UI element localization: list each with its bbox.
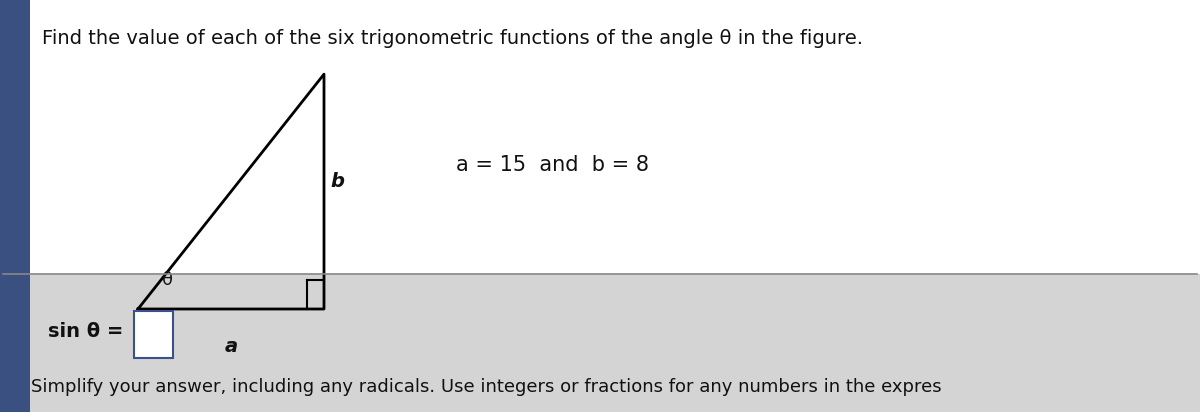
Text: a: a bbox=[226, 337, 238, 356]
Text: (Simplify your answer, including any radicals. Use integers or fractions for any: (Simplify your answer, including any rad… bbox=[24, 378, 942, 396]
Bar bbox=[134, 311, 173, 358]
Text: a = 15  and  b = 8: a = 15 and b = 8 bbox=[456, 155, 649, 175]
Text: Find the value of each of the six trigonometric functions of the angle θ in the : Find the value of each of the six trigon… bbox=[42, 29, 863, 48]
Text: θ: θ bbox=[162, 271, 173, 289]
Text: b: b bbox=[330, 172, 344, 191]
Text: sin θ =: sin θ = bbox=[48, 322, 124, 341]
